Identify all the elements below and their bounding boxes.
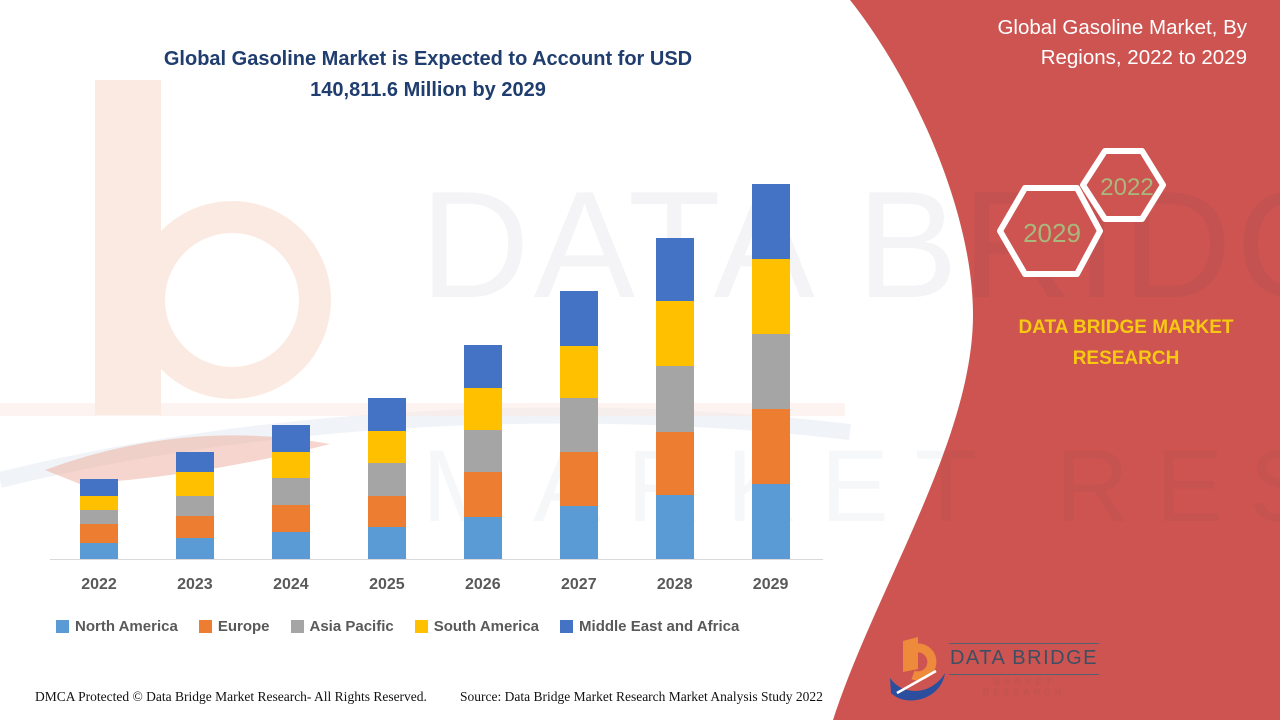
hexagon-2029 bbox=[997, 185, 1103, 277]
legend-swatch-icon bbox=[198, 620, 212, 633]
bar-segment-middle-east-and-africa-2026 bbox=[463, 345, 502, 388]
bar-segment-middle-east-and-africa-2022 bbox=[80, 479, 118, 496]
bar-segment-north-america-2023 bbox=[175, 538, 214, 559]
chart-title-line1: Global Gasoline Market is Expected to Ac… bbox=[163, 48, 693, 70]
bar-segment-south-america-2027 bbox=[559, 346, 598, 398]
bar-segment-north-america-2024 bbox=[271, 532, 310, 559]
bar-segment-north-america-2026 bbox=[463, 517, 502, 559]
bar-segment-south-america-2024 bbox=[271, 452, 310, 478]
x-axis-label-2027: 2027 bbox=[561, 576, 597, 593]
brand-text: DATA BRIDGE MARKET RESEARCH bbox=[1018, 317, 1234, 369]
legend: North America Europe Asia Pacific South Ame… bbox=[56, 618, 739, 635]
bar-segment-south-america-2029 bbox=[751, 259, 790, 334]
panel-title-line1: Global Gasoline Market, By bbox=[997, 16, 1247, 39]
x-axis-label-2024: 2024 bbox=[273, 576, 309, 593]
bar-segment-south-america-2028 bbox=[655, 301, 694, 366]
bar-segment-north-america-2022 bbox=[80, 543, 118, 559]
footer-source-text: Source: Data Bridge Market Research Mark… bbox=[460, 689, 823, 704]
legend-item-south-america: South America bbox=[414, 618, 540, 635]
bar-segment-middle-east-and-africa-2023 bbox=[175, 452, 214, 472]
x-axis-label-2029: 2029 bbox=[752, 576, 789, 593]
legend-swatch-icon bbox=[414, 620, 428, 633]
legend-label: Europe bbox=[217, 618, 270, 635]
legend-swatch-icon bbox=[290, 620, 304, 633]
bar-segment-asia-pacific-2024 bbox=[271, 478, 310, 505]
bar-segment-europe-2026 bbox=[463, 472, 502, 517]
bar-segment-asia-pacific-2025 bbox=[367, 463, 406, 496]
legend-item-north-america: North America bbox=[56, 618, 178, 635]
bar-segment-middle-east-and-africa-2028 bbox=[655, 238, 694, 301]
bar-segment-asia-pacific-2029 bbox=[751, 334, 790, 409]
bar-segment-north-america-2025 bbox=[367, 527, 406, 559]
x-axis-line bbox=[50, 559, 823, 560]
hexagon-year-2022: 2022 bbox=[1100, 174, 1154, 201]
bar-segment-europe-2024 bbox=[271, 505, 310, 532]
bar-segment-middle-east-and-africa-2024 bbox=[271, 425, 310, 452]
footer-dmca-text: DMCA Protected © Data Bridge Market Rese… bbox=[35, 689, 427, 704]
chart-title-line2: 140,811.6 Million by 2029 bbox=[310, 79, 546, 101]
bar-segment-middle-east-and-africa-2025 bbox=[367, 398, 406, 431]
bar-segment-south-america-2023 bbox=[175, 472, 214, 496]
bar-segment-south-america-2025 bbox=[367, 431, 406, 463]
legend-swatch-icon bbox=[560, 620, 574, 633]
logo-wordmark: DATA BRIDGE bbox=[949, 643, 1099, 675]
watermark-band bbox=[0, 403, 845, 416]
hexagon-2022 bbox=[1080, 148, 1166, 222]
bar-segment-europe-2027 bbox=[559, 452, 598, 506]
bar-segment-asia-pacific-2028 bbox=[655, 366, 694, 432]
bar-segment-asia-pacific-2022 bbox=[80, 510, 118, 524]
x-axis-label-2022: 2022 bbox=[81, 576, 117, 593]
legend-item-asia-pacific: Asia Pacific bbox=[290, 618, 394, 635]
bar-segment-south-america-2026 bbox=[463, 388, 502, 430]
bar-segment-north-america-2027 bbox=[559, 506, 598, 559]
bar-segment-middle-east-and-africa-2029 bbox=[751, 184, 790, 259]
chart-title: Global Gasoline Market is Expected to Ac… bbox=[118, 44, 738, 106]
legend-item-middle-east-and-africa: Middle East and Africa bbox=[560, 618, 739, 635]
bar-segment-north-america-2028 bbox=[655, 495, 694, 559]
x-axis-label-2023: 2023 bbox=[177, 576, 213, 593]
x-axis-label-2028: 2028 bbox=[656, 576, 693, 593]
logo-tagline: MARKET RESEARCH bbox=[982, 677, 1066, 697]
panel-title-line2: Regions, 2022 to 2029 bbox=[1040, 46, 1247, 69]
x-axis-label-2026: 2026 bbox=[465, 576, 501, 593]
hexagon-year-2029: 2029 bbox=[1023, 218, 1081, 248]
bar-segment-asia-pacific-2026 bbox=[463, 430, 502, 472]
bar-segment-europe-2023 bbox=[175, 516, 214, 538]
legend-label: Middle East and Africa bbox=[579, 618, 740, 635]
bar-segment-europe-2022 bbox=[80, 524, 118, 543]
bar-segment-asia-pacific-2023 bbox=[175, 496, 214, 516]
bar-segment-middle-east-and-africa-2027 bbox=[559, 291, 598, 346]
bar-segment-europe-2028 bbox=[655, 432, 694, 495]
bar-segment-south-america-2022 bbox=[80, 496, 118, 510]
legend-label: Asia Pacific bbox=[309, 618, 394, 635]
bar-segment-europe-2025 bbox=[367, 496, 406, 527]
bar-segment-north-america-2029 bbox=[751, 484, 790, 559]
legend-label: South America bbox=[433, 618, 540, 635]
legend-label: North America bbox=[75, 618, 178, 635]
legend-swatch-icon bbox=[56, 620, 69, 633]
legend-item-europe: Europe bbox=[198, 618, 270, 635]
panel-title: Global Gasoline Market, By Regions, 2022… bbox=[927, 13, 1247, 73]
bar-segment-europe-2029 bbox=[751, 409, 790, 484]
x-axis-label-2025: 2025 bbox=[369, 576, 405, 593]
bar-segment-asia-pacific-2027 bbox=[559, 398, 598, 452]
